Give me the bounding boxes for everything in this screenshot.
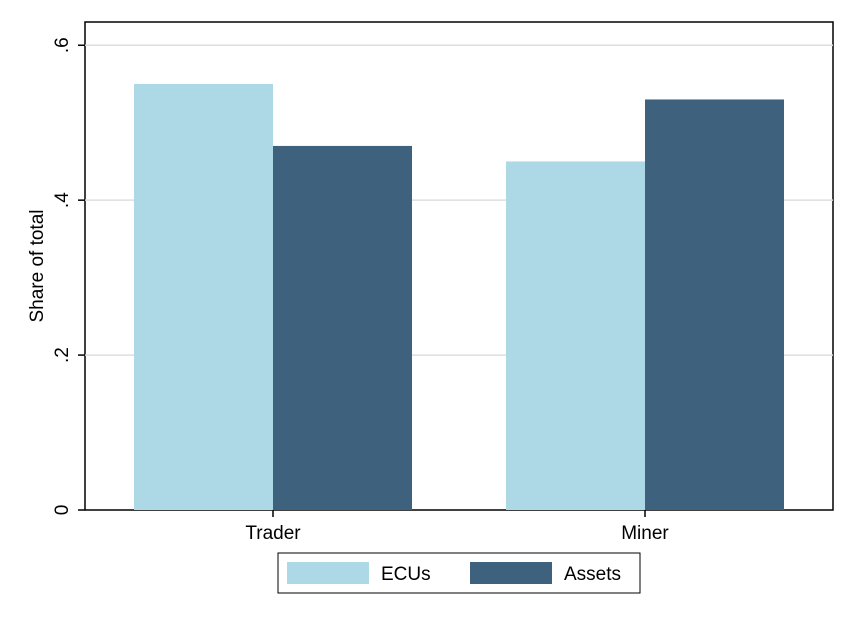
legend-swatch-ecus xyxy=(287,562,369,584)
bars xyxy=(134,83,784,510)
bar-trader-assets xyxy=(273,145,412,510)
x-axis: Trader Miner xyxy=(245,510,669,544)
y-tick-label: .2 xyxy=(52,347,73,363)
y-tick-label: .6 xyxy=(52,37,73,53)
legend-swatch-assets xyxy=(470,562,552,584)
y-tick-label: .4 xyxy=(52,192,73,208)
x-tick-label-miner: Miner xyxy=(621,523,669,544)
y-axis-label: Share of total xyxy=(27,209,48,322)
bar-miner-ecus xyxy=(506,161,645,510)
y-tick-label: 0 xyxy=(52,505,73,516)
legend-label-ecus: ECUs xyxy=(381,564,431,585)
bar-miner-assets xyxy=(645,99,784,510)
legend: ECUs Assets xyxy=(277,552,641,594)
bar-trader-ecus xyxy=(134,83,273,510)
y-axis: 0 .2 .4 .6 xyxy=(52,37,85,515)
x-tick-label-trader: Trader xyxy=(245,523,301,544)
legend-label-assets: Assets xyxy=(564,564,621,585)
